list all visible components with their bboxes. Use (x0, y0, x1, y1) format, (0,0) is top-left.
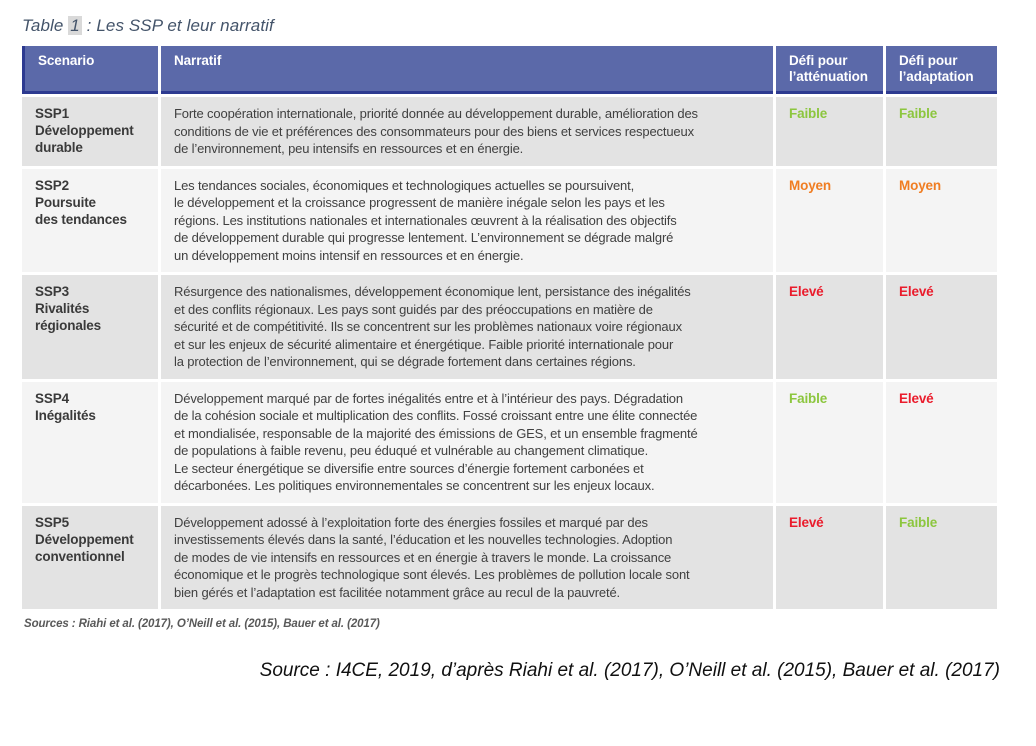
narratif-cell: Développement marqué par de fortes inéga… (161, 381, 773, 503)
ssp-table: Scenario Narratif Défi pour l’atténuatio… (19, 43, 1000, 612)
header-defi-adaptation: Défi pour l’adaptation (886, 46, 997, 94)
header-defi-attenuation: Défi pour l’atténuation (776, 46, 883, 94)
attenuation-level-cell: Faible (776, 381, 883, 503)
figure-source-caption: Source : I4CE, 2019, d’après Riahi et al… (259, 660, 1000, 681)
header-narratif: Narratif (161, 46, 773, 94)
table-title-suffix: : Les SSP et leur narratif (81, 16, 274, 35)
table-sources-note: Sources : Riahi et al. (2017), O’Neill e… (24, 618, 380, 630)
table-row: SSP3 Rivalités régionales Résurgence des… (22, 275, 997, 379)
table-body: SSP1 Développement durable Forte coopéra… (22, 97, 997, 609)
scenario-cell: SSP2 Poursuite des tendances (22, 168, 158, 272)
attenuation-level-cell: Faible (776, 97, 883, 166)
scenario-cell: SSP3 Rivalités régionales (22, 275, 158, 379)
scenario-cell: SSP4 Inégalités (22, 381, 158, 503)
adaptation-level-cell: Moyen (886, 168, 997, 272)
narratif-cell: Résurgence des nationalismes, développem… (161, 275, 773, 379)
scenario-cell: SSP1 Développement durable (22, 97, 158, 166)
adaptation-level-cell: Faible (886, 97, 997, 166)
table-number-field: 1 (68, 16, 82, 35)
narratif-cell: Les tendances sociales, économiques et t… (161, 168, 773, 272)
table-header-row: Scenario Narratif Défi pour l’atténuatio… (22, 46, 997, 94)
table-row: SSP4 Inégalités Développement marqué par… (22, 381, 997, 503)
attenuation-level-cell: Elevé (776, 275, 883, 379)
table-title: Table 1 : Les SSP et leur narratif (22, 16, 1036, 36)
adaptation-level-cell: Elevé (886, 275, 997, 379)
table-row: SSP2 Poursuite des tendances Les tendanc… (22, 168, 997, 272)
table-title-prefix: Table (22, 16, 69, 35)
adaptation-level-cell: Faible (886, 505, 997, 609)
attenuation-level-cell: Moyen (776, 168, 883, 272)
adaptation-level-cell: Elevé (886, 381, 997, 503)
table-row: SSP5 Développement conventionnel Dévelop… (22, 505, 997, 609)
table-row: SSP1 Développement durable Forte coopéra… (22, 97, 997, 166)
narratif-cell: Forte coopération internationale, priori… (161, 97, 773, 166)
narratif-cell: Développement adossé à l’exploitation fo… (161, 505, 773, 609)
attenuation-level-cell: Elevé (776, 505, 883, 609)
header-scenario: Scenario (22, 46, 158, 94)
scenario-cell: SSP5 Développement conventionnel (22, 505, 158, 609)
